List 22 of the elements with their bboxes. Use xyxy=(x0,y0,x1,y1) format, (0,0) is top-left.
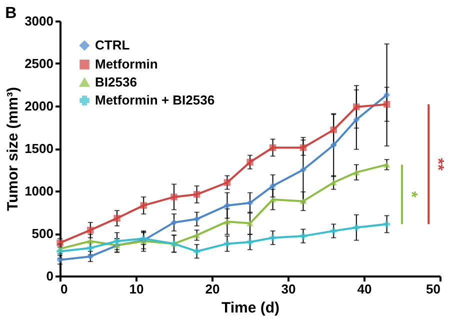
x-tick-label: 10 xyxy=(129,282,144,296)
chart-title: B xyxy=(5,5,17,22)
y-axis-title: Tumor size (mm³) xyxy=(4,87,22,211)
annotation: ** xyxy=(429,158,446,172)
y-tick-label: 500 xyxy=(32,226,54,241)
y-tick-label: 1000 xyxy=(24,184,54,198)
x-tick-label: 50 xyxy=(426,282,440,296)
y-tick-label: 3000 xyxy=(24,14,54,28)
x-tick-label: 30 xyxy=(281,282,296,296)
legend-label: CTRL xyxy=(95,38,130,52)
x-tick-label: 40 xyxy=(357,282,372,296)
y-tick-label: 2500 xyxy=(24,56,54,71)
legend-label: BI2536 xyxy=(95,74,137,90)
annotation: * xyxy=(402,191,420,198)
legend-label: Metformin + BI2536 xyxy=(95,92,215,108)
x-tick-label: 0 xyxy=(60,282,68,296)
x-tick-label: 20 xyxy=(205,282,220,296)
x-axis-title: Time (d) xyxy=(221,300,280,316)
y-tick-label: 2000 xyxy=(24,98,54,114)
legend-label: Metformin xyxy=(95,56,158,72)
y-tick-label: 0 xyxy=(46,268,54,284)
y-tick-label: 1500 xyxy=(24,141,54,156)
